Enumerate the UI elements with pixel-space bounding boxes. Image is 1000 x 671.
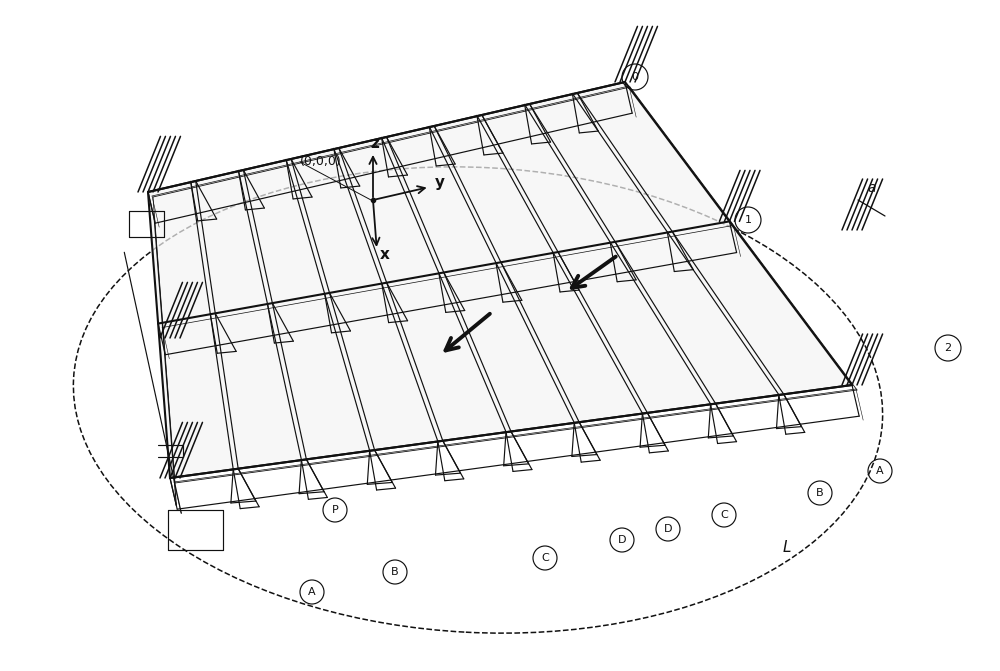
Text: B: B <box>391 567 399 577</box>
Polygon shape <box>148 82 852 478</box>
Text: 0: 0 <box>632 72 639 82</box>
Text: B: B <box>816 488 824 498</box>
Text: z: z <box>371 136 379 152</box>
Text: y: y <box>435 176 445 191</box>
Text: 1: 1 <box>744 215 752 225</box>
Text: L: L <box>783 541 791 556</box>
Text: D: D <box>664 524 672 534</box>
Text: C: C <box>720 510 728 520</box>
Text: P: P <box>332 505 338 515</box>
Text: a: a <box>868 181 876 195</box>
Text: 2: 2 <box>944 343 952 353</box>
Text: D: D <box>618 535 626 545</box>
Text: (0,0,0): (0,0,0) <box>300 156 342 168</box>
Text: A: A <box>876 466 884 476</box>
Text: C: C <box>541 553 549 563</box>
Text: x: x <box>380 248 390 262</box>
Text: A: A <box>308 587 316 597</box>
